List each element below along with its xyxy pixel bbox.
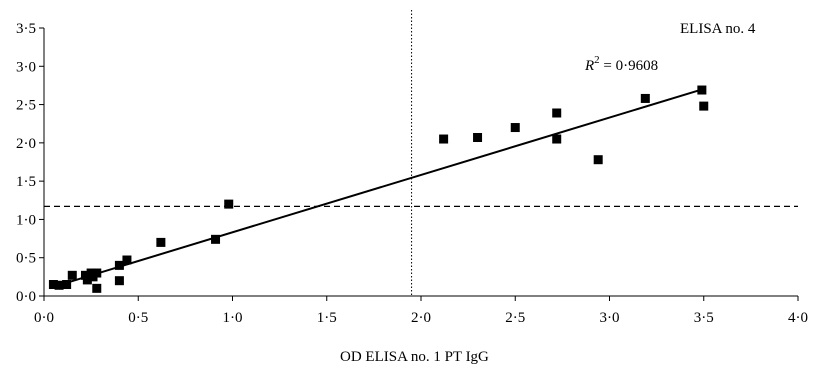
y-tick-label: 1·0 bbox=[16, 212, 36, 228]
data-point bbox=[224, 199, 234, 209]
r-squared-superscript: 2 bbox=[594, 54, 600, 66]
data-point bbox=[699, 101, 709, 111]
y-tick-label: 0·5 bbox=[16, 251, 36, 267]
x-axis-label: OD ELISA no. 1 PT IgG bbox=[340, 349, 489, 365]
x-tick-label: 3·5 bbox=[694, 310, 714, 326]
data-point bbox=[473, 132, 483, 142]
data-point bbox=[156, 237, 166, 247]
x-tick-label: 4·0 bbox=[788, 310, 808, 326]
x-tick-label: 3·0 bbox=[600, 310, 620, 326]
data-point bbox=[48, 280, 58, 290]
x-tick-label: 0·0 bbox=[34, 310, 54, 326]
data-point bbox=[640, 93, 650, 103]
x-tick-label: 0·5 bbox=[128, 310, 148, 326]
data-point bbox=[552, 134, 562, 144]
y-tick-label: 0·0 bbox=[16, 289, 36, 305]
regression-line-group bbox=[53, 89, 701, 288]
data-point bbox=[552, 108, 562, 118]
reference-lines bbox=[44, 10, 798, 296]
chart-annotation: ELISA no. 4 bbox=[680, 21, 756, 37]
axes bbox=[39, 27, 799, 301]
r-squared-prefix: R bbox=[584, 58, 594, 74]
data-point bbox=[82, 275, 92, 285]
data-point bbox=[593, 155, 603, 165]
y-tick-label: 2·5 bbox=[16, 98, 36, 114]
y-tick-label: 3·0 bbox=[16, 59, 36, 75]
data-point bbox=[80, 270, 90, 280]
x-tick-label: 1·0 bbox=[223, 310, 243, 326]
x-tick-label: 2·0 bbox=[411, 310, 431, 326]
data-point bbox=[54, 280, 64, 290]
data-point bbox=[114, 276, 124, 286]
r-squared-value: = 0·9608 bbox=[600, 58, 658, 74]
data-point bbox=[439, 134, 449, 144]
y-tick-labels: 0·0 0·5 1·0 1·5 2·0 2·5 3·0 3·5 bbox=[16, 21, 36, 305]
x-tick-label: 2·5 bbox=[505, 310, 525, 326]
data-points bbox=[48, 85, 709, 293]
y-tick-label: 2·0 bbox=[16, 136, 36, 152]
data-point bbox=[211, 234, 221, 244]
r-squared-label: R2 = 0·9608 bbox=[584, 54, 658, 74]
y-tick-label: 1·5 bbox=[16, 174, 36, 190]
regression-line bbox=[53, 89, 701, 288]
data-point bbox=[697, 85, 707, 95]
y-tick-label: 3·5 bbox=[16, 21, 36, 37]
x-tick-label: 1·5 bbox=[317, 310, 337, 326]
data-point bbox=[62, 280, 72, 290]
data-point bbox=[114, 260, 124, 270]
data-point bbox=[92, 283, 102, 293]
data-point bbox=[510, 123, 520, 133]
data-point bbox=[92, 268, 102, 278]
x-tick-labels: 0·0 0·5 1·0 1·5 2·0 2·5 3·0 3·5 4·0 bbox=[34, 310, 808, 326]
data-point bbox=[67, 270, 77, 280]
data-point bbox=[122, 255, 132, 265]
